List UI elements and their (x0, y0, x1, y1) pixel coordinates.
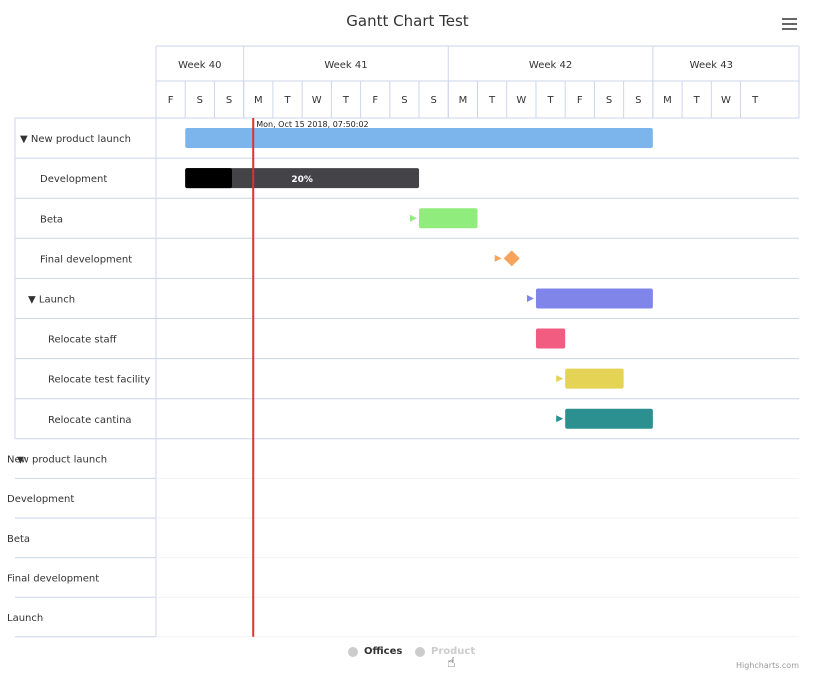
legend-label: Offices (364, 646, 403, 657)
row-label: Relocate test facility (48, 375, 150, 386)
day-label: S (430, 95, 436, 106)
day-label: S (606, 95, 612, 106)
row-label[interactable]: ▼ Launch (28, 294, 75, 305)
day-label: S (635, 95, 641, 106)
collapse-marker-icon: ▼ (17, 456, 24, 466)
day-label: F (372, 95, 378, 106)
day-label: F (168, 95, 174, 106)
day-label: T (342, 95, 350, 106)
dependency-arrow (556, 415, 564, 423)
completion-data-label: 20% (291, 175, 313, 185)
hidden-row-label: New product launch (7, 455, 107, 466)
gantt-bar[interactable] (535, 288, 653, 309)
day-label: W (721, 95, 731, 106)
row-label[interactable]: ▼ New product launch (20, 134, 131, 145)
dependency-arrow (494, 254, 502, 262)
legend-dot (415, 646, 425, 657)
day-label: M (663, 95, 672, 106)
chart-title: Gantt Chart Test (346, 12, 469, 30)
week-label: Week 40 (178, 60, 221, 71)
row-label: Beta (40, 214, 63, 225)
hidden-row-label: Launch (7, 613, 43, 624)
day-label: M (254, 95, 263, 106)
day-label: F (577, 95, 583, 106)
week-label: Week 43 (690, 60, 733, 71)
row-label: Relocate staff (48, 335, 118, 346)
day-label: W (312, 95, 322, 106)
day-label: T (283, 95, 291, 106)
week-label: Week 41 (324, 60, 367, 71)
day-label: T (547, 95, 555, 106)
day-label: T (488, 95, 496, 106)
gantt-bar[interactable] (535, 328, 566, 349)
row-label: Relocate cantina (48, 415, 132, 426)
day-label: S (197, 95, 203, 106)
week-label: Week 42 (529, 60, 572, 71)
legend-item-product[interactable]: Product (415, 646, 475, 657)
hidden-row-label: Development (7, 494, 74, 505)
day-label: T (751, 95, 759, 106)
gantt-bar[interactable] (185, 128, 653, 149)
gantt-bar[interactable] (419, 208, 478, 229)
day-label: S (226, 95, 232, 106)
current-date-label: Mon, Oct 15 2018, 07:50:02 (256, 120, 368, 129)
gantt-bar[interactable] (565, 368, 624, 389)
gantt-bar[interactable] (185, 168, 420, 189)
dependency-arrow (526, 294, 534, 302)
legend-label: Product (431, 646, 476, 657)
day-label: S (401, 95, 407, 106)
milestone-point (503, 250, 520, 267)
hand-cursor-icon: ☝ (447, 655, 456, 671)
hamburger-icon[interactable] (782, 18, 797, 31)
completed-bar (185, 168, 232, 189)
gantt-chart-svg: F S S M T W T F S S M T W T F S S M T W T Week 40 Week 41 Week … (7, 45, 800, 638)
row-label: Development (40, 174, 107, 185)
hidden-row-label: Final development (7, 573, 99, 584)
credits-link[interactable]: Highcharts.com (736, 661, 799, 670)
day-label: M (459, 95, 468, 106)
dependency-arrow (556, 375, 564, 383)
legend-item-offices[interactable]: Offices (348, 646, 402, 657)
legend-dot (348, 646, 358, 657)
row-label: Final development (40, 254, 132, 265)
hidden-row-label: Beta (7, 534, 30, 545)
dependency-arrow (410, 214, 418, 222)
day-label: T (693, 95, 701, 106)
day-label: W (516, 95, 526, 106)
gantt-bar[interactable] (565, 408, 653, 429)
